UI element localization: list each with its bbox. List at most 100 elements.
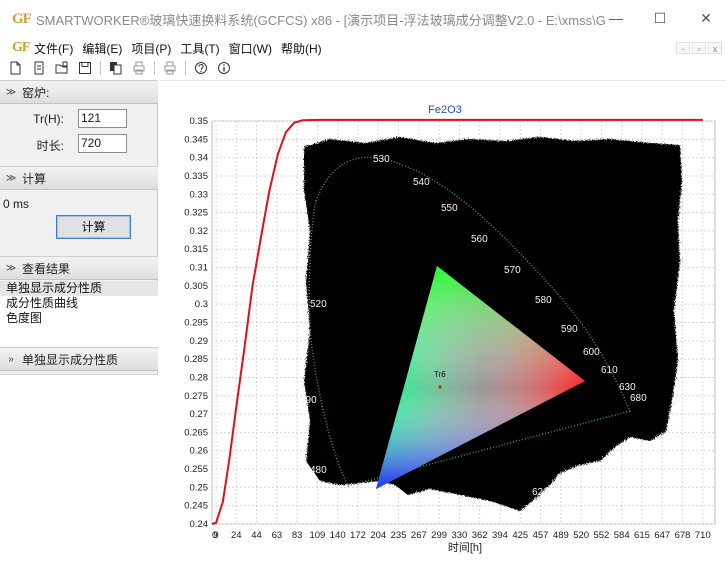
y-tick-label: 0.31 — [190, 263, 209, 274]
y-tick-label: 0.32 — [190, 226, 209, 237]
chart-series — [211, 118, 703, 525]
help-icon[interactable] — [191, 60, 211, 76]
menu-project[interactable]: 项目(P) — [131, 41, 172, 56]
chart-area: 480 490 520 530 540 550 560 570 580 590 600 610 620 6… — [160, 80, 726, 568]
x-tick-label: 552 — [593, 530, 609, 541]
calc-section-title: 计算 — [22, 171, 47, 186]
window-title: SMARTWORKER®玻璃快速换料系统(GCFCS) x86 - [演示项目-… — [36, 12, 606, 28]
x-tick-label: 394 — [492, 530, 508, 541]
panel-content-area — [0, 374, 158, 568]
print-preview-icon[interactable] — [129, 60, 149, 76]
result-item-curve[interactable]: 成分性质曲线 — [6, 296, 79, 310]
wavelength-label: 610 — [601, 365, 618, 376]
x-tick-label: 457 — [533, 530, 549, 541]
duration-input[interactable]: 720 — [78, 134, 127, 153]
new-file-icon[interactable] — [6, 60, 26, 76]
expand-chevron-icon: » — [8, 353, 14, 365]
x-tick-label: 330 — [451, 530, 467, 541]
y-tick-label: 0.325 — [184, 208, 208, 219]
minimize-button[interactable]: — — [609, 10, 623, 26]
x-tick-label: 63 — [272, 530, 283, 541]
y-tick-label: 0.305 — [184, 281, 208, 292]
wavelength-label: 520 — [310, 299, 327, 310]
menu-window[interactable]: 窗口(W) — [228, 41, 272, 56]
mdi-minimize-button[interactable]: - — [676, 42, 690, 54]
y-tick-label: 0.295 — [184, 318, 208, 329]
kiln-section-title: 窑炉: — [22, 85, 50, 100]
results-section-header[interactable]: ≫ 查看结果 — [0, 256, 158, 280]
y-tick-label: 0.275 — [184, 391, 208, 402]
menu-tools[interactable]: 工具(T) — [180, 41, 220, 56]
open-file-icon[interactable] — [29, 60, 49, 76]
save-icon[interactable] — [75, 60, 95, 76]
x-tick-label: 678 — [675, 530, 691, 541]
gamut-triangle-overlay — [376, 266, 585, 489]
x-tick-label: 0 — [212, 530, 217, 541]
menu-help[interactable]: 帮助(H) — [280, 41, 322, 56]
chromaticity-marker — [438, 385, 442, 389]
x-tick-label: 24 — [231, 530, 242, 541]
x-axis-label: 时间[h] — [448, 541, 482, 554]
chart-title: Fe2O3 — [428, 104, 462, 116]
calc-button[interactable]: 计算 — [56, 215, 131, 239]
y-tick-label: 0.33 — [190, 189, 209, 200]
x-tick-label: 267 — [411, 530, 427, 541]
y-tick-label: 0.285 — [184, 354, 208, 365]
y-tick-label: 0.27 — [190, 409, 209, 420]
toolbar — [0, 58, 726, 78]
result-item-chromaticity[interactable]: 色度图 — [6, 311, 43, 325]
toolbar-separator — [100, 61, 101, 75]
spectral-locus — [308, 156, 632, 487]
title-bar: GF SMARTWORKER®玻璃快速换料系统(GCFCS) x86 - [演示… — [0, 0, 726, 38]
left-panel: ≫ 窑炉: Tr(H): 121 时长: 720 ≫ 计算 0 ms 计算 ≫ … — [0, 80, 158, 568]
y-tick-label: 0.245 — [184, 501, 208, 512]
wavelength-label: 620 — [532, 487, 549, 498]
info-icon[interactable] — [214, 60, 234, 76]
y-tick-label: 0.255 — [184, 464, 208, 475]
menu-file[interactable]: 文件(F) — [34, 41, 74, 56]
x-tick-label: 83 — [292, 530, 303, 541]
chart-axes: 0.350.3450.340.3350.330.3250.320.3150.31… — [184, 116, 711, 541]
print-icon[interactable] — [160, 60, 180, 76]
open-folder-icon[interactable] — [52, 60, 72, 76]
y-tick-label: 0.3 — [195, 299, 208, 310]
wavelength-label: 590 — [561, 324, 578, 335]
x-tick-label: 489 — [553, 530, 569, 541]
x-tick-label: 9 — [213, 530, 218, 541]
wavelength-label: 560 — [471, 234, 488, 245]
collapse-chevron-icon: ≫ — [5, 86, 17, 98]
kiln-section-header[interactable]: ≫ 窑炉: — [0, 80, 158, 104]
wavelength-label: 680 — [630, 393, 647, 404]
y-tick-label: 0.25 — [190, 482, 209, 493]
close-button[interactable]: ✕ — [700, 10, 712, 26]
standalone-section-header[interactable]: » 单独显示成分性质 — [0, 347, 158, 371]
y-tick-label: 0.265 — [184, 427, 208, 438]
wavelength-label: 570 — [504, 265, 521, 276]
standalone-section-title: 单独显示成分性质 — [22, 352, 119, 367]
menu-bar: GF 文件(F) 编辑(E) 项目(P) 工具(T) 窗口(W) 帮助(H) — [0, 38, 726, 58]
y-tick-label: 0.315 — [184, 244, 208, 255]
calc-status-text: 0 ms — [3, 197, 30, 211]
y-tick-label: 0.28 — [190, 372, 209, 383]
app-logo-icon: GF — [12, 10, 32, 27]
y-tick-label: 0.35 — [190, 116, 209, 127]
calc-section-header[interactable]: ≫ 计算 — [0, 166, 158, 190]
mdi-restore-button[interactable]: ▫ — [692, 42, 706, 54]
x-tick-label: 584 — [614, 530, 630, 541]
x-tick-label: 109 — [309, 530, 325, 541]
maximize-button[interactable]: ☐ — [653, 10, 667, 26]
y-tick-label: 0.24 — [190, 519, 209, 530]
x-tick-label: 235 — [391, 530, 407, 541]
results-section-title: 查看结果 — [22, 261, 71, 276]
tr-input[interactable]: 121 — [78, 109, 127, 128]
menu-edit[interactable]: 编辑(E) — [82, 41, 123, 56]
wavelength-label: 480 — [310, 465, 327, 476]
menu-logo-icon: GF — [12, 40, 30, 55]
result-item-standalone[interactable]: 单独显示成分性质 — [0, 281, 158, 296]
wavelength-label: 530 — [373, 154, 390, 165]
mdi-close-button[interactable]: x — [708, 42, 722, 54]
x-tick-label: 647 — [654, 530, 670, 541]
copy-icon[interactable] — [106, 60, 126, 76]
